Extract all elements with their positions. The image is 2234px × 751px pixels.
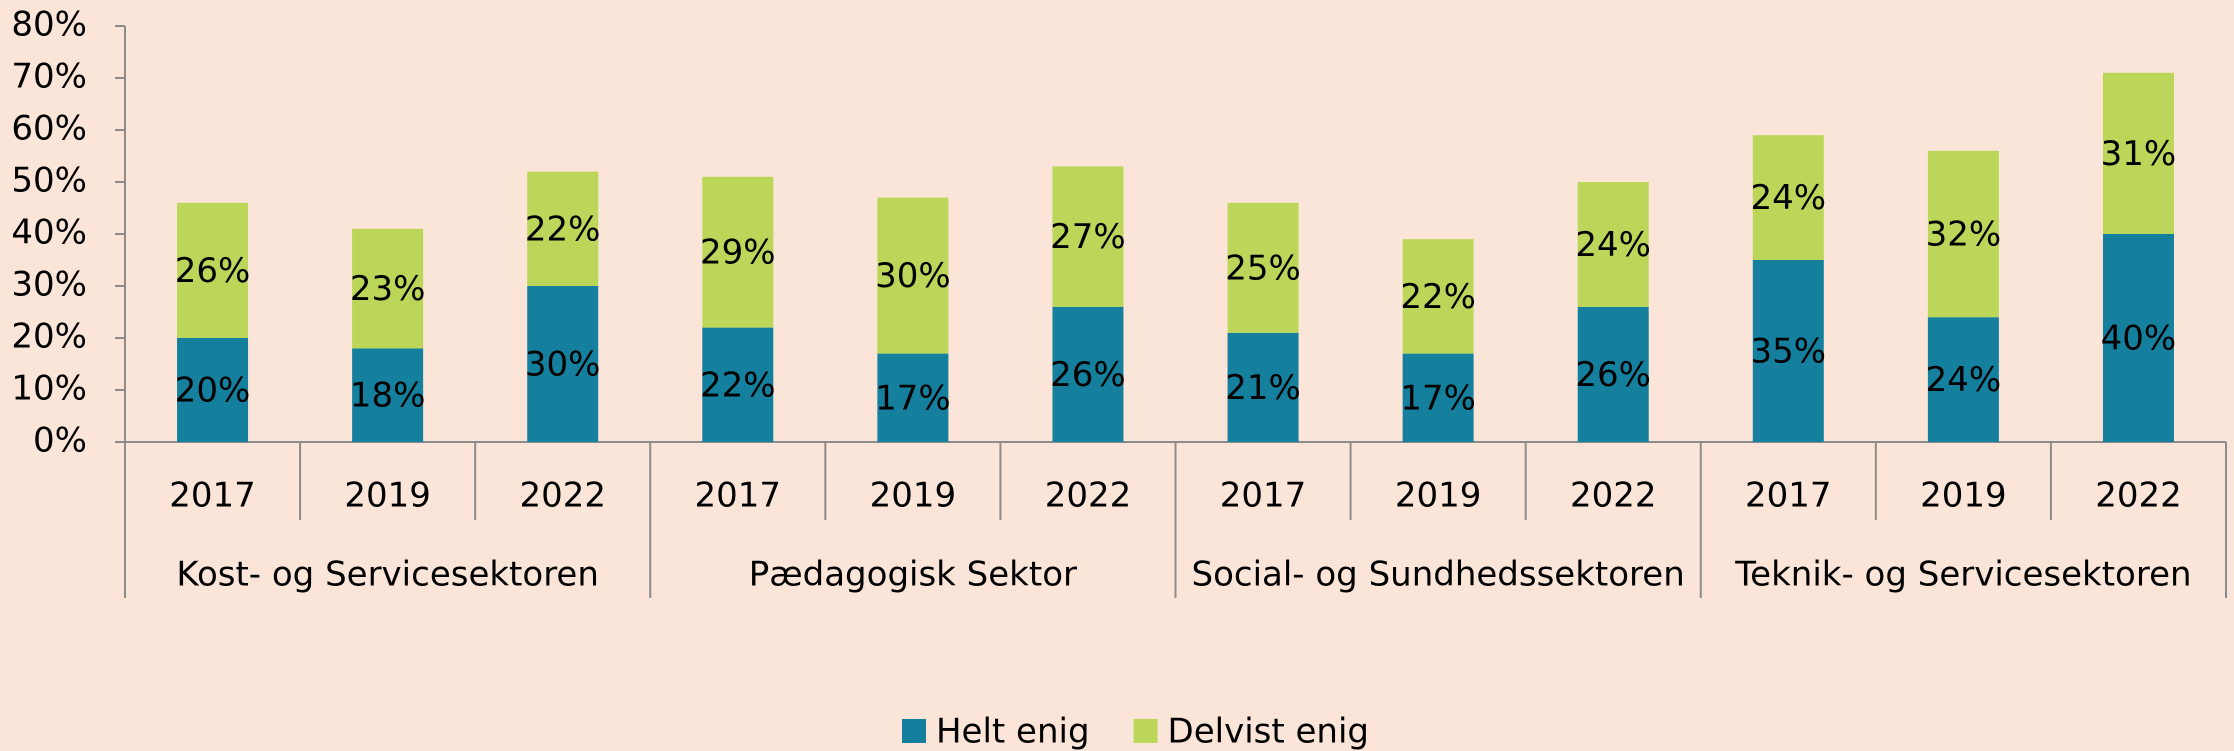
bar-segment xyxy=(1577,306,1649,442)
y-tick-label: 70% xyxy=(11,57,87,97)
data-label: 22% xyxy=(1400,277,1476,317)
x-tick-label: 2017 xyxy=(1745,476,1832,516)
bar-segment xyxy=(1752,260,1824,442)
y-tick-label: 60% xyxy=(11,109,87,149)
x-tick-label: 2022 xyxy=(519,476,606,516)
x-tick-label: 2017 xyxy=(169,476,256,516)
x-tick-label: 2019 xyxy=(870,476,957,516)
data-label: 17% xyxy=(1400,378,1476,418)
data-label: 30% xyxy=(525,345,601,385)
bar-segment xyxy=(1927,317,1999,442)
bar-segment xyxy=(1052,306,1124,442)
bar-segment xyxy=(1227,332,1299,442)
data-label: 31% xyxy=(2101,134,2177,174)
bar-segment xyxy=(352,228,424,349)
data-label: 21% xyxy=(1225,368,1301,408)
bar-segment xyxy=(1052,166,1124,307)
data-label: 25% xyxy=(1225,248,1301,288)
bar-segment xyxy=(527,171,599,286)
group-label: Pædagogisk Sektor xyxy=(749,555,1077,595)
bar-segment xyxy=(702,327,774,442)
bar-segment xyxy=(1577,182,1649,307)
bar-segment xyxy=(702,176,774,328)
data-label: 27% xyxy=(1050,217,1126,257)
bar-segment xyxy=(527,286,599,442)
bar-segment xyxy=(177,338,249,442)
y-tick-label: 80% xyxy=(11,5,87,45)
legend-label: Helt enig xyxy=(936,712,1090,751)
data-label: 26% xyxy=(1575,355,1651,395)
bar-segment xyxy=(1752,135,1824,260)
x-tick-label: 2019 xyxy=(1920,476,2007,516)
x-tick-label: 2019 xyxy=(344,476,431,516)
x-tick-label: 2017 xyxy=(1220,476,1307,516)
bar-segment xyxy=(877,353,949,442)
data-label: 22% xyxy=(525,209,601,249)
bar-segment xyxy=(177,202,249,338)
data-label: 24% xyxy=(1575,225,1651,265)
bar-segment xyxy=(1927,150,1999,318)
legend-swatch xyxy=(901,719,926,743)
data-label: 32% xyxy=(1926,215,2002,255)
bar-segment xyxy=(877,197,949,354)
data-label: 23% xyxy=(350,269,426,309)
bar-segment xyxy=(1402,239,1474,354)
legend-swatch xyxy=(1133,719,1158,743)
y-tick-label: 20% xyxy=(11,317,87,357)
y-tick-label: 50% xyxy=(11,161,87,201)
group-label: Kost- og Servicesektoren xyxy=(176,555,599,595)
x-tick-label: 2022 xyxy=(1570,476,1657,516)
data-label: 30% xyxy=(875,256,951,296)
x-tick-label: 2019 xyxy=(1395,476,1482,516)
bar-segment xyxy=(2102,234,2174,442)
group-label: Teknik- og Servicesektoren xyxy=(1734,555,2191,595)
data-label: 20% xyxy=(175,371,251,411)
x-tick-label: 2022 xyxy=(1045,476,1132,516)
x-tick-label: 2017 xyxy=(695,476,782,516)
bar-segment xyxy=(2102,72,2174,234)
y-tick-label: 30% xyxy=(11,265,87,305)
data-label: 35% xyxy=(1751,332,1827,372)
y-tick-label: 0% xyxy=(33,421,87,461)
x-tick-label: 2022 xyxy=(2095,476,2182,516)
y-tick-label: 10% xyxy=(11,369,87,409)
bar-segment xyxy=(352,348,424,442)
group-label: Social- og Sundhedssektoren xyxy=(1192,555,1685,595)
data-label: 18% xyxy=(350,376,426,416)
data-label: 26% xyxy=(1050,355,1126,395)
bar-segment xyxy=(1227,202,1299,333)
y-tick-label: 40% xyxy=(11,213,87,253)
bar-segment xyxy=(1402,353,1474,442)
data-label: 24% xyxy=(1926,360,2002,400)
data-label: 26% xyxy=(175,251,251,291)
data-label: 40% xyxy=(2101,319,2177,359)
data-label: 17% xyxy=(875,378,951,418)
legend-label: Delvist enig xyxy=(1168,712,1369,751)
data-label: 22% xyxy=(700,365,776,405)
data-label: 24% xyxy=(1751,178,1827,218)
data-label: 29% xyxy=(700,233,776,273)
